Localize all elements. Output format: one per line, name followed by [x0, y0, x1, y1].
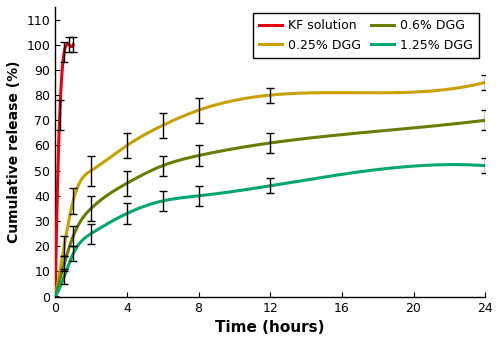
Y-axis label: Cumulative release (%): Cumulative release (%): [7, 61, 21, 243]
X-axis label: Time (hours): Time (hours): [216, 320, 325, 335]
Legend: KF solution, 0.25% DGG, 0.6% DGG, 1.25% DGG: KF solution, 0.25% DGG, 0.6% DGG, 1.25% …: [253, 13, 479, 58]
